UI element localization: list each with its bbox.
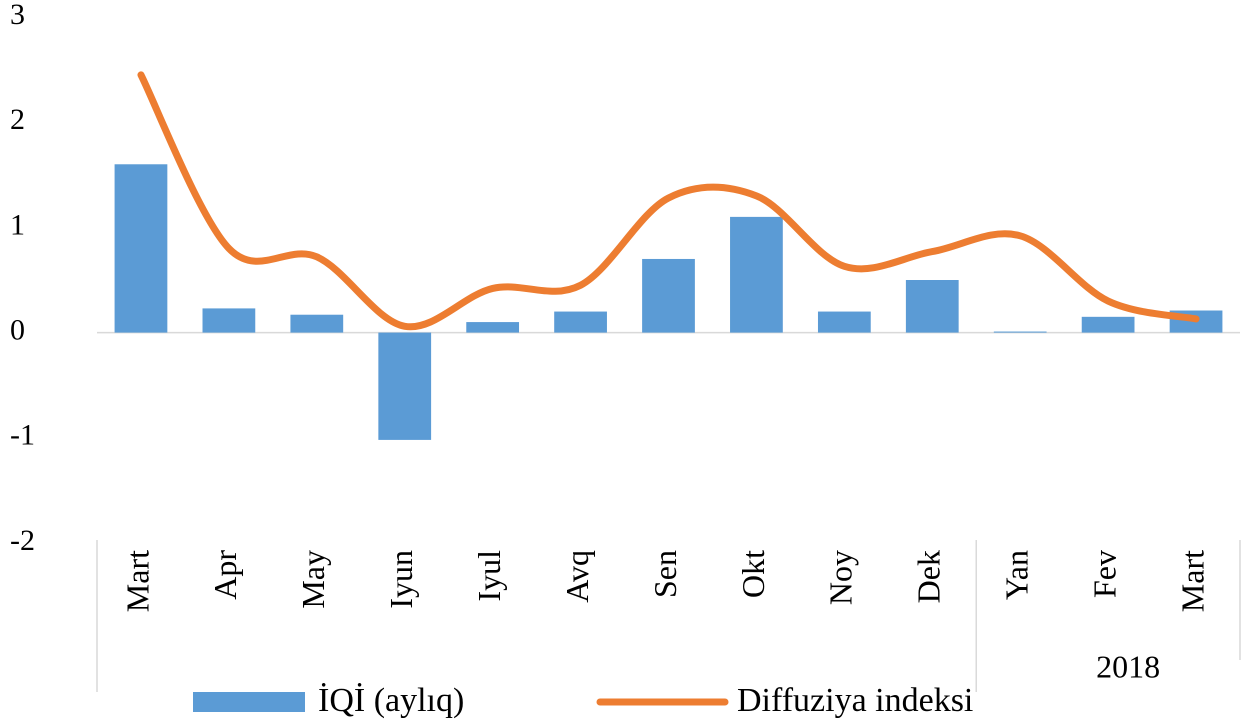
x-tick-label: May: [295, 550, 331, 609]
y-tick-label: 3: [10, 0, 25, 31]
legend-label: Diffuziya indeksi: [737, 682, 973, 719]
legend-label: İQİ (aylıq): [318, 682, 464, 719]
bar: [905, 280, 959, 333]
x-tick-label: Iyul: [471, 550, 507, 602]
line: [137, 71, 1200, 331]
x-tick-label: Apr: [207, 550, 243, 600]
x-tick-label: Avq: [559, 550, 595, 603]
y-tick-label: -1: [10, 419, 35, 452]
legend-swatch: [193, 692, 305, 712]
y-tick-label: -2: [10, 524, 35, 557]
x-tick-label: Okt: [735, 550, 771, 598]
x-tick-label: Fev: [1086, 550, 1122, 598]
bar: [466, 322, 520, 333]
bar: [1081, 316, 1135, 333]
y-tick-label: 0: [10, 313, 25, 346]
x-tick-label: Mart: [119, 550, 155, 612]
bar: [378, 332, 432, 440]
bar: [114, 164, 168, 333]
x-tick-label: Mart: [1174, 550, 1210, 612]
year-label: 2018: [1096, 648, 1160, 684]
x-tick-label: Dek: [911, 550, 947, 603]
bar: [730, 216, 783, 333]
x-tick-label: Sen: [647, 550, 683, 598]
bar: [554, 311, 607, 333]
bar: [993, 331, 1047, 333]
x-tick-label: Noy: [823, 550, 859, 605]
x-tick-label: Iyun: [383, 550, 419, 609]
bar: [290, 314, 344, 333]
bar: [202, 308, 256, 333]
y-tick-label: 2: [10, 103, 25, 136]
x-tick-label: Yan: [999, 550, 1035, 600]
y-tick-label: 1: [10, 208, 25, 241]
bar: [642, 258, 695, 333]
bar: [817, 311, 871, 333]
